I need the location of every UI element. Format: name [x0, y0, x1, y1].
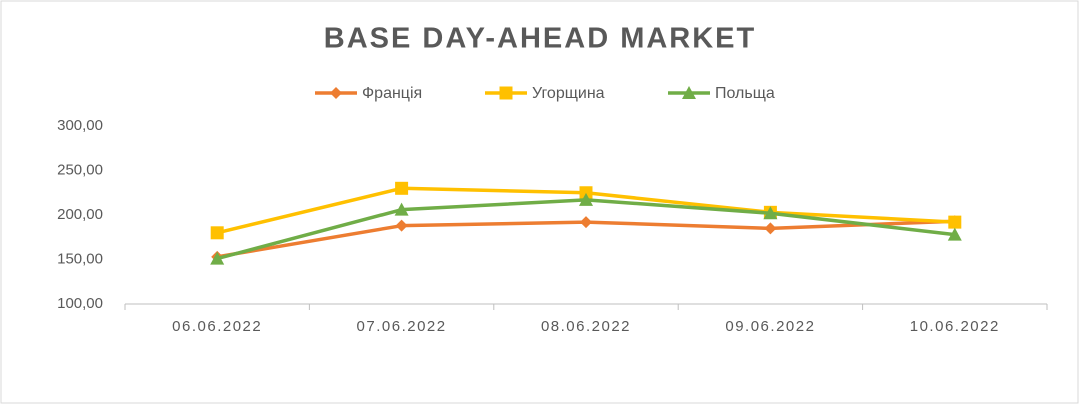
y-tick-label: 150,00 — [57, 250, 103, 267]
marker — [499, 86, 513, 100]
marker — [579, 192, 593, 206]
x-tick-label: 08.06.2022 — [541, 318, 631, 335]
marker — [764, 222, 777, 235]
marker — [210, 226, 224, 240]
marker — [763, 206, 778, 220]
x-tick-label: 09.06.2022 — [725, 318, 815, 335]
x-tick-label: 06.06.2022 — [172, 318, 262, 335]
marker — [395, 181, 409, 195]
legend-label: Польща — [715, 85, 775, 102]
chart-title: BASE DAY-AHEAD MARKET — [324, 23, 756, 55]
y-tick-label: 300,00 — [57, 117, 103, 134]
marker — [948, 215, 962, 229]
marker — [580, 216, 592, 229]
marker — [330, 87, 342, 99]
marker — [394, 202, 409, 216]
x-tick-label: 10.06.2022 — [910, 318, 1000, 335]
y-tick-label: 250,00 — [57, 161, 103, 178]
y-tick-label: 200,00 — [57, 206, 103, 223]
marker — [579, 186, 593, 200]
marker — [395, 219, 408, 232]
marker — [682, 86, 696, 99]
x-tick-label: 07.06.2022 — [357, 318, 447, 335]
legend-label: Франція — [362, 85, 422, 102]
y-tick-label: 100,00 — [57, 295, 103, 312]
marker — [210, 251, 225, 265]
legend-label: Угорщина — [532, 85, 605, 102]
marker — [947, 227, 962, 241]
